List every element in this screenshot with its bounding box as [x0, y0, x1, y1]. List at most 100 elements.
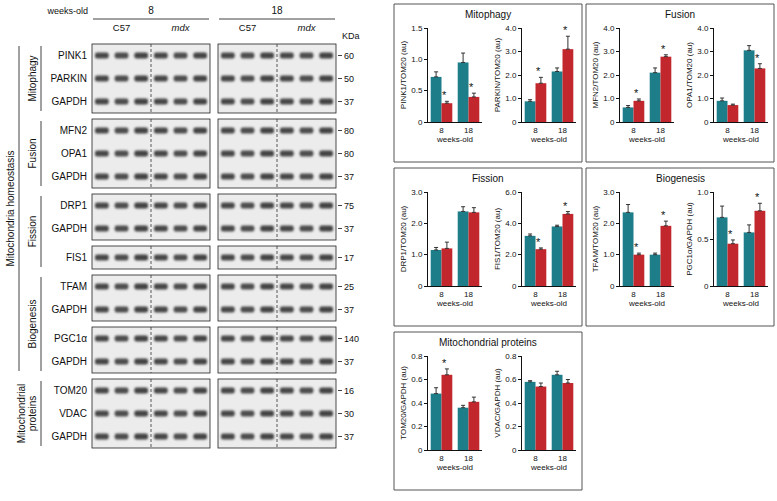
svg-text:TFAM: TFAM — [60, 281, 87, 292]
svg-text:PINK1/TOM20 (au): PINK1/TOM20 (au) — [399, 41, 408, 110]
svg-text:8: 8 — [631, 290, 636, 299]
svg-text:0: 0 — [418, 118, 423, 127]
svg-text:8: 8 — [439, 126, 444, 135]
svg-text:0.4: 0.4 — [411, 399, 423, 408]
svg-text:3.0: 3.0 — [603, 188, 615, 197]
svg-text:*: * — [728, 228, 733, 240]
svg-text:50: 50 — [344, 74, 354, 84]
svg-text:MFN2: MFN2 — [60, 125, 88, 136]
svg-text:3.0: 3.0 — [505, 47, 517, 56]
svg-text:weeks-old: weeks-old — [722, 299, 759, 308]
svg-text:18: 18 — [464, 126, 473, 135]
svg-text:1.0: 1.0 — [505, 94, 517, 103]
svg-text:1.0: 1.0 — [603, 250, 615, 259]
svg-text:1.0: 1.0 — [411, 55, 423, 64]
svg-text:2.0: 2.0 — [411, 219, 423, 228]
svg-text:GAPDH: GAPDH — [51, 223, 87, 234]
svg-text:1.0: 1.0 — [603, 94, 615, 103]
svg-text:DRP1: DRP1 — [60, 200, 87, 211]
svg-text:80: 80 — [344, 126, 354, 136]
svg-text:*: * — [442, 89, 447, 101]
svg-text:0: 0 — [704, 118, 709, 127]
svg-text:weeks-old: weeks-old — [530, 299, 567, 308]
svg-text:0: 0 — [512, 118, 517, 127]
svg-text:30: 30 — [344, 409, 354, 419]
svg-text:GAPDH: GAPDH — [51, 171, 87, 182]
svg-text:18: 18 — [464, 454, 473, 463]
svg-text:3.0: 3.0 — [697, 47, 709, 56]
svg-text:C57: C57 — [239, 22, 256, 33]
svg-text:Mitochondrial: Mitochondrial — [16, 384, 27, 443]
svg-text:*: * — [536, 65, 541, 77]
svg-text:2.0: 2.0 — [505, 250, 517, 259]
svg-text:0: 0 — [610, 282, 615, 291]
svg-text:weeks-old: weeks-old — [530, 135, 567, 144]
svg-text:OPA1/TOM20 (au): OPA1/TOM20 (au) — [685, 42, 694, 108]
svg-text:GAPDH: GAPDH — [51, 304, 87, 315]
svg-text:8: 8 — [439, 454, 444, 463]
svg-text:75: 75 — [344, 201, 354, 211]
svg-text:*: * — [469, 81, 474, 93]
svg-text:37: 37 — [344, 432, 354, 442]
svg-text:Biogenesis: Biogenesis — [656, 173, 705, 184]
svg-text:PARKIN/TOM20 (au): PARKIN/TOM20 (au) — [493, 37, 502, 112]
svg-text:2.0: 2.0 — [505, 71, 517, 80]
svg-text:4.0: 4.0 — [505, 219, 517, 228]
svg-text:18: 18 — [750, 290, 759, 299]
svg-text:1.0: 1.0 — [697, 188, 709, 197]
svg-text:2.0: 2.0 — [697, 71, 709, 80]
svg-text:Fission: Fission — [472, 173, 504, 184]
svg-text:GAPDH: GAPDH — [51, 431, 87, 442]
svg-text:0.6: 0.6 — [411, 375, 423, 384]
svg-text:PINK1: PINK1 — [58, 50, 87, 61]
svg-text:weeks-old: weeks-old — [436, 135, 473, 144]
svg-text:18: 18 — [558, 126, 567, 135]
svg-text:0: 0 — [512, 446, 517, 455]
svg-text:0: 0 — [512, 282, 517, 291]
svg-text:0.5: 0.5 — [411, 86, 423, 95]
svg-text:weeks-old: weeks-old — [46, 6, 88, 16]
svg-text:*: * — [442, 357, 447, 369]
svg-text:3.0: 3.0 — [603, 47, 615, 56]
svg-text:37: 37 — [344, 172, 354, 182]
svg-text:18: 18 — [656, 126, 665, 135]
svg-text:18: 18 — [464, 290, 473, 299]
svg-text:0.2: 0.2 — [505, 422, 517, 431]
svg-text:*: * — [661, 209, 666, 221]
svg-text:*: * — [536, 236, 541, 248]
svg-text:18: 18 — [750, 126, 759, 135]
svg-text:6.0: 6.0 — [505, 188, 517, 197]
svg-text:mdx: mdx — [172, 22, 191, 33]
svg-text:1.0: 1.0 — [697, 94, 709, 103]
svg-text:37: 37 — [344, 305, 354, 315]
svg-text:17: 17 — [344, 253, 354, 263]
svg-text:0.8: 0.8 — [411, 352, 423, 361]
svg-text:TOM20/GAPDH (au): TOM20/GAPDH (au) — [399, 366, 408, 440]
svg-text:PGC1α: PGC1α — [54, 333, 87, 344]
svg-text:weeks-old: weeks-old — [436, 463, 473, 472]
svg-text:*: * — [634, 87, 639, 99]
svg-text:Fusion: Fusion — [665, 9, 695, 20]
svg-text:*: * — [634, 241, 639, 253]
svg-text:8: 8 — [148, 5, 154, 16]
svg-text:Mitochondria homeostasis: Mitochondria homeostasis — [5, 150, 16, 266]
svg-text:18: 18 — [656, 290, 665, 299]
svg-text:VDAC: VDAC — [59, 408, 87, 419]
svg-text:*: * — [661, 43, 666, 55]
svg-text:2.0: 2.0 — [603, 71, 615, 80]
svg-text:25: 25 — [344, 282, 354, 292]
svg-text:GAPDH: GAPDH — [51, 356, 87, 367]
svg-text:80: 80 — [344, 149, 354, 159]
svg-text:GAPDH: GAPDH — [51, 96, 87, 107]
svg-text:Fusion: Fusion — [27, 138, 38, 168]
svg-text:0.8: 0.8 — [505, 352, 517, 361]
svg-text:*: * — [563, 200, 568, 212]
svg-text:18: 18 — [558, 290, 567, 299]
svg-text:Biogenesis: Biogenesis — [27, 300, 38, 349]
svg-text:0.5: 0.5 — [697, 235, 709, 244]
svg-text:16: 16 — [344, 386, 354, 396]
svg-text:MFN2/TOM20 (au): MFN2/TOM20 (au) — [591, 41, 600, 108]
svg-text:0: 0 — [704, 282, 709, 291]
svg-text:DRP1/TOM20 (au): DRP1/TOM20 (au) — [399, 205, 408, 272]
svg-text:18: 18 — [558, 454, 567, 463]
